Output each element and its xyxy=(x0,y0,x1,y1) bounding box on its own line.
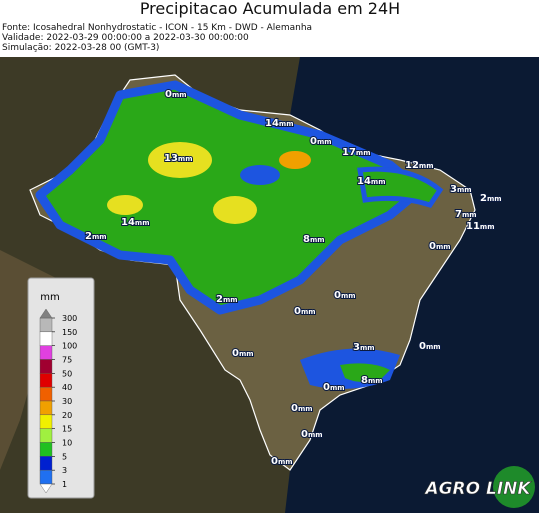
rain-core xyxy=(240,165,280,185)
map-label: 0mm xyxy=(291,403,313,414)
map-label: 14mm xyxy=(265,118,294,129)
validity-line: Validade: 2022-03-29 00:00:00 a 2022-03-… xyxy=(2,33,249,43)
map-label: 2mm xyxy=(85,231,107,242)
map-label: 11mm xyxy=(466,221,495,232)
legend-swatch xyxy=(39,317,53,333)
legend-level: 30 xyxy=(62,397,72,406)
legend-level: 100 xyxy=(62,342,77,351)
legend-level: 50 xyxy=(62,369,72,378)
map-label: 7mm xyxy=(455,209,477,220)
map-label: 17mm xyxy=(342,147,371,158)
rain-core xyxy=(213,196,257,224)
legend-swatch xyxy=(39,400,53,416)
map-label: 2mm xyxy=(216,294,238,305)
map-label: 0mm xyxy=(323,382,345,393)
rain-core xyxy=(279,151,311,169)
map-label: 0mm xyxy=(334,290,356,301)
map-label: 0mm xyxy=(165,89,187,100)
map-label: 3mm xyxy=(450,184,472,195)
legend-level: 150 xyxy=(62,328,77,337)
logo-text: AGRO LINK xyxy=(423,479,532,499)
map xyxy=(0,57,539,513)
legend-swatch xyxy=(39,456,53,471)
legend-swatch xyxy=(39,469,53,485)
legend-swatch xyxy=(39,442,53,457)
map-label: 3mm xyxy=(353,342,375,353)
legend-swatch xyxy=(39,331,53,346)
simulation-line: Simulação: 2022-03-28 00 (GMT-3) xyxy=(2,43,159,53)
legend-level: 5 xyxy=(62,452,67,461)
map-label: 2mm xyxy=(480,193,502,204)
legend-level: 1 xyxy=(62,480,67,489)
map-label: 0mm xyxy=(271,456,293,467)
legend-box xyxy=(27,277,95,499)
map-label: 12mm xyxy=(405,160,434,171)
legend-swatch xyxy=(39,414,53,429)
map-label: 14mm xyxy=(121,217,150,228)
legend-swatch xyxy=(39,428,53,443)
map-label: 0mm xyxy=(429,241,451,252)
map-label: 0mm xyxy=(310,136,332,147)
title: Precipitacao Acumulada em 24H xyxy=(140,0,400,18)
legend-swatch xyxy=(39,345,53,360)
map-label: 14mm xyxy=(357,176,386,187)
map-label: 0mm xyxy=(419,341,441,352)
legend-swatch xyxy=(39,386,53,402)
logo-badge xyxy=(493,466,535,508)
legend-level: 3 xyxy=(62,466,67,475)
legend-level: 40 xyxy=(62,383,72,392)
source-line: Fonte: Icosahedral Nonhydrostatic - ICON… xyxy=(2,23,312,33)
map-label: 8mm xyxy=(303,234,325,245)
map-label: 0mm xyxy=(294,306,316,317)
legend-unit: mm xyxy=(40,292,59,303)
legend-swatch xyxy=(39,359,53,374)
map-label: 13mm xyxy=(164,153,193,164)
legend-level: 10 xyxy=(62,439,72,448)
legend-under xyxy=(39,483,53,494)
legend-level: 300 xyxy=(62,314,77,323)
legend-level: 15 xyxy=(62,425,72,434)
map-labels: 0mm 14mm 0mm 17mm 12mm 13mm 14mm 3mm 2mm… xyxy=(84,88,503,468)
logo: AGRO LINK xyxy=(423,466,535,508)
legend-level: 20 xyxy=(62,411,72,420)
legend-level: 75 xyxy=(62,356,72,365)
rain-band xyxy=(357,166,444,208)
rain-core xyxy=(148,142,212,178)
rain-band xyxy=(340,363,390,383)
rain-core xyxy=(107,195,143,215)
map-label: 0mm xyxy=(301,429,323,440)
legend-swatch xyxy=(39,373,53,388)
map-label: 0mm xyxy=(232,348,254,359)
map-label: 8mm xyxy=(361,375,383,386)
legend: mm 300 150 100 75 50 40 30 20 15 10 5 3 1 xyxy=(27,277,95,499)
legend-over xyxy=(39,308,53,319)
header-band xyxy=(0,0,539,57)
